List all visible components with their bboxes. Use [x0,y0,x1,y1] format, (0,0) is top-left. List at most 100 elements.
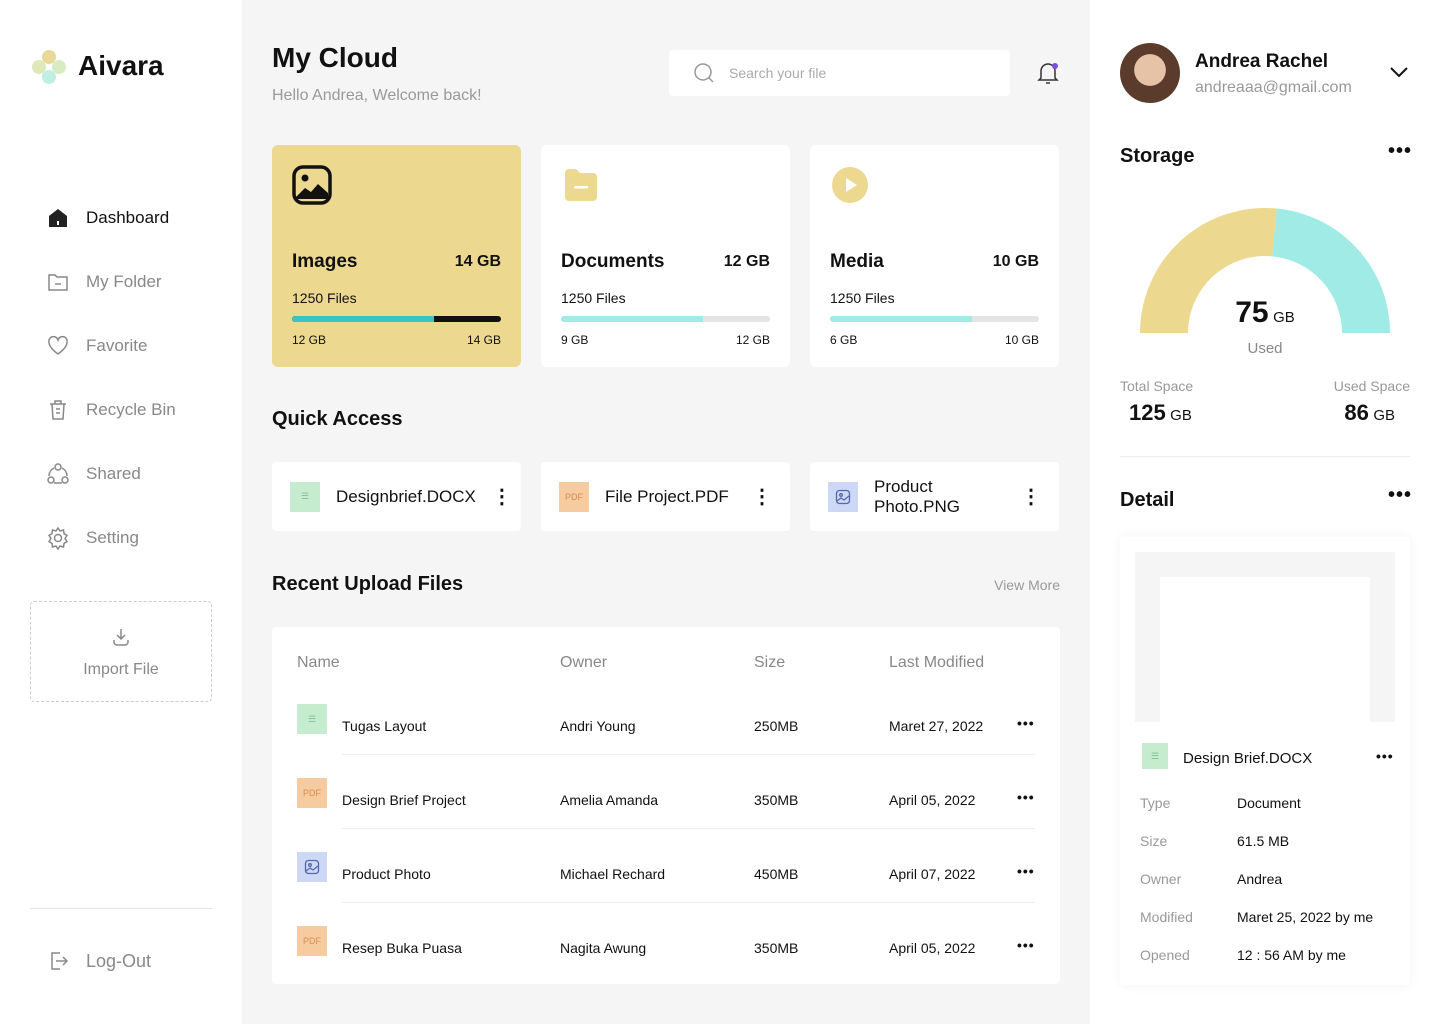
file-name: Tugas Layout [342,718,427,734]
gauge-value: 75 GB [1090,296,1440,330]
detail-prop-label: Type [1140,795,1171,811]
user-email: andreaaa@gmail.com [1195,79,1352,96]
detail-prop-value: 12 : 56 AM by me [1237,947,1346,963]
sidebar-item-favorite[interactable]: Favorite [46,334,147,358]
category-name: Media [830,251,884,272]
sidebar-item-recycle-bin[interactable]: Recycle Bin [46,398,176,422]
chevron-down-icon[interactable] [1388,64,1410,80]
avatar[interactable] [1120,43,1180,103]
import-file-button[interactable]: Import File [30,601,212,702]
welcome-subtitle: Hello Andrea, Welcome back! [272,87,482,104]
pdf-file-icon: PDF [297,926,327,956]
file-preview [1135,552,1395,722]
more-vertical-icon[interactable]: ⋮ [752,485,772,508]
search-placeholder: Search your file [729,65,827,81]
col-name: Name [297,654,340,671]
detail-prop-label: Owner [1140,871,1182,887]
file-modified: April 05, 2022 [889,940,976,956]
home-icon [49,209,67,227]
folder-icon [565,169,597,201]
sidebar-item-label: Setting [86,528,139,547]
image-icon [292,165,332,205]
more-vertical-icon[interactable]: ⋮ [1021,485,1041,508]
logout-button[interactable]: Log-Out [46,949,151,973]
category-used: 12 GB [292,333,327,347]
progress-fill [292,316,435,322]
table-row[interactable]: PDF Resep Buka Puasa Nagita Awung 350MB … [272,926,1060,1014]
category-card-images[interactable]: Images 14 GB 1250 Files 12 GB 14 GB [272,145,521,367]
quick-access-item[interactable]: ☰ Designbrief.DOCX ⋮ [272,462,521,531]
sidebar-item-setting[interactable]: Setting [46,526,139,550]
recent-title: Recent Upload Files [272,573,464,595]
download-icon [113,628,129,646]
notification-bell-icon[interactable] [1036,60,1060,86]
row-more-button[interactable]: ••• [1017,937,1035,953]
storage-more-button[interactable]: ••• [1388,140,1413,162]
play-icon [832,167,868,203]
file-size: 450MB [754,866,799,882]
detail-file-name: Design Brief.DOCX [1183,750,1313,767]
sidebar-item-label: Recycle Bin [86,400,176,419]
pdf-file-icon: PDF [297,778,327,808]
detail-more-button[interactable]: ••• [1388,484,1413,506]
file-size: 350MB [754,792,799,808]
category-used: 9 GB [561,333,589,347]
trash-icon [50,400,66,420]
sidebar-item-label: Favorite [86,336,148,355]
pdf-file-icon: PDF [559,481,589,512]
category-total: 14 GB [466,333,501,347]
quick-access-name: Designbrief.DOCX [336,486,476,506]
row-more-button[interactable]: ••• [1017,863,1035,879]
table-row[interactable]: Product Photo Michael Rechard 450MB Apri… [272,852,1060,940]
total-space-value: 125 [1129,400,1166,425]
search-input[interactable]: Search your file [669,50,1010,96]
category-used: 6 GB [830,333,858,347]
progress-fill [830,316,973,322]
file-size: 350MB [754,940,799,956]
logout-label: Log-Out [86,950,152,971]
more-vertical-icon[interactable]: ⋮ [491,485,512,508]
gauge-used-arc [1140,208,1277,333]
page-title: My Cloud [272,42,398,73]
total-space-unit: GB [1170,407,1192,424]
import-file-label: Import File [83,660,159,678]
quick-access-item[interactable]: Product Photo.PNG ⋮ [810,462,1059,531]
category-card-documents[interactable]: Documents 12 GB 1250 Files 9 GB 12 GB [541,145,790,367]
detail-card: ☰ Design Brief.DOCX ••• Type Document Size… [1120,537,1410,985]
category-card-media[interactable]: Media 10 GB 1250 Files 6 GB 10 GB [810,145,1059,367]
detail-prop-label: Size [1140,833,1168,849]
category-size: 14 GB [454,253,501,270]
quick-access-name: Product Photo.PNG [874,476,960,516]
view-more-link[interactable]: View More [994,577,1060,593]
image-file-icon [828,481,858,512]
used-space-value: 86 [1344,400,1369,425]
category-name: Images [292,251,358,272]
table-row[interactable]: ☰ Tugas Layout Andri Young 250MB Maret 2… [272,704,1060,792]
file-owner: Nagita Awung [560,940,647,956]
detail-file-more-button[interactable]: ••• [1376,748,1394,764]
category-size: 10 GB [992,253,1039,270]
sidebar-item-my-folder[interactable]: My Folder [46,270,162,294]
sidebar-item-shared[interactable]: Shared [46,462,141,486]
quick-access-title: Quick Access [272,408,403,430]
sidebar-item-dashboard[interactable]: Dashboard [46,206,169,230]
used-space-label: Used Space [1333,378,1410,394]
total-space-label: Total Space [1120,378,1194,394]
sidebar-item-label: Dashboard [86,208,170,227]
detail-prop-value: Document [1237,795,1301,811]
category-progress [292,316,501,322]
table-row[interactable]: PDF Design Brief Project Amelia Amanda 3… [272,778,1060,866]
folder-icon [48,274,68,291]
category-files: 1250 Files [292,290,357,306]
divider [1120,456,1410,457]
quick-access-item[interactable]: PDF File Project.PDF ⋮ [541,462,790,531]
row-more-button[interactable]: ••• [1017,715,1035,731]
sidebar-item-label: My Folder [86,272,162,291]
detail-prop-label: Modified [1140,909,1193,925]
sidebar: Aivara Dashboard My Folder Favorite Recycle… [0,0,242,1024]
row-more-button[interactable]: ••• [1017,789,1035,805]
category-files: 1250 Files [830,290,895,306]
heart-icon [48,335,68,355]
file-name: Design Brief Project [342,792,466,808]
file-owner: Michael Rechard [560,866,666,882]
